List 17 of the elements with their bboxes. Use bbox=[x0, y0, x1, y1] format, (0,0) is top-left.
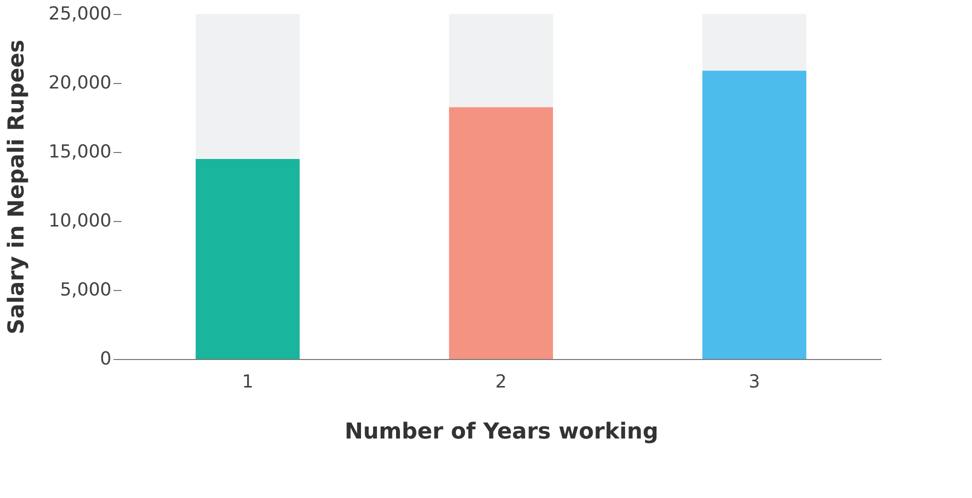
y-tick-label: 0 bbox=[100, 348, 112, 370]
y-tick-label: 10,000 bbox=[48, 210, 112, 232]
y-tick-label: 20,000 bbox=[48, 72, 112, 94]
bar bbox=[196, 158, 300, 359]
y-tick-label: 5,000 bbox=[60, 280, 112, 300]
bar bbox=[196, 14, 300, 159]
y-tick-label: 15,000 bbox=[48, 142, 112, 162]
x-tick-label: 2 bbox=[495, 372, 507, 392]
bar bbox=[702, 70, 806, 359]
y-tick-label: 25,000 bbox=[48, 4, 112, 24]
x-axis-title: Number of Years working bbox=[344, 420, 658, 444]
x-tick-label: 3 bbox=[748, 372, 760, 392]
x-tick-label: 1 bbox=[242, 372, 254, 392]
bar bbox=[702, 14, 806, 71]
bar bbox=[449, 14, 553, 108]
bar bbox=[449, 107, 553, 359]
y-axis-title: Salary in Nepali Rupees bbox=[4, 40, 30, 334]
